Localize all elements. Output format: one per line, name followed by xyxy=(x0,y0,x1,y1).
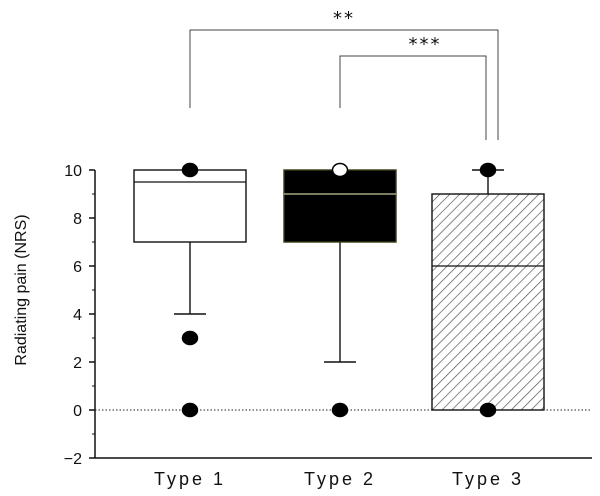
significance-brackets: ***** xyxy=(189,8,499,140)
iqr-box xyxy=(431,193,545,411)
box-3 xyxy=(431,162,545,418)
y-axis-title: Radiating pain (NRS) xyxy=(13,214,30,365)
bracket-line xyxy=(189,29,499,140)
y-tick-label: 2 xyxy=(73,355,82,372)
outlier-point xyxy=(181,330,199,346)
y-tick-label: 0 xyxy=(73,403,82,420)
y-tick-label: 6 xyxy=(73,259,82,276)
boxes xyxy=(133,162,545,418)
outlier-point-open xyxy=(331,162,349,178)
significance-bracket: *** xyxy=(339,34,487,140)
axes: −2 0 2 4 6 8 10 Type 1 Type 2 Type 3 xyxy=(64,163,592,489)
x-category-label: Type 1 xyxy=(154,469,226,489)
y-tick-label: 8 xyxy=(73,211,82,228)
iqr-box xyxy=(283,169,397,243)
significance-label: *** xyxy=(409,34,442,55)
outlier-point xyxy=(479,402,497,418)
x-category-label: Type 3 xyxy=(452,469,524,489)
x-category-label: Type 2 xyxy=(304,469,376,489)
significance-bracket: ** xyxy=(189,8,499,140)
outlier-point xyxy=(479,162,497,178)
bracket-line xyxy=(339,55,487,140)
box-2 xyxy=(283,162,397,418)
outlier-point xyxy=(331,402,349,418)
outlier-point xyxy=(181,402,199,418)
y-tick-label: 4 xyxy=(73,307,82,324)
outlier-point xyxy=(181,162,199,178)
significance-label: ** xyxy=(333,8,355,29)
y-tick-label: 10 xyxy=(64,163,82,180)
iqr-box xyxy=(133,169,247,243)
y-tick-label: −2 xyxy=(64,451,82,468)
box-1 xyxy=(133,162,247,418)
